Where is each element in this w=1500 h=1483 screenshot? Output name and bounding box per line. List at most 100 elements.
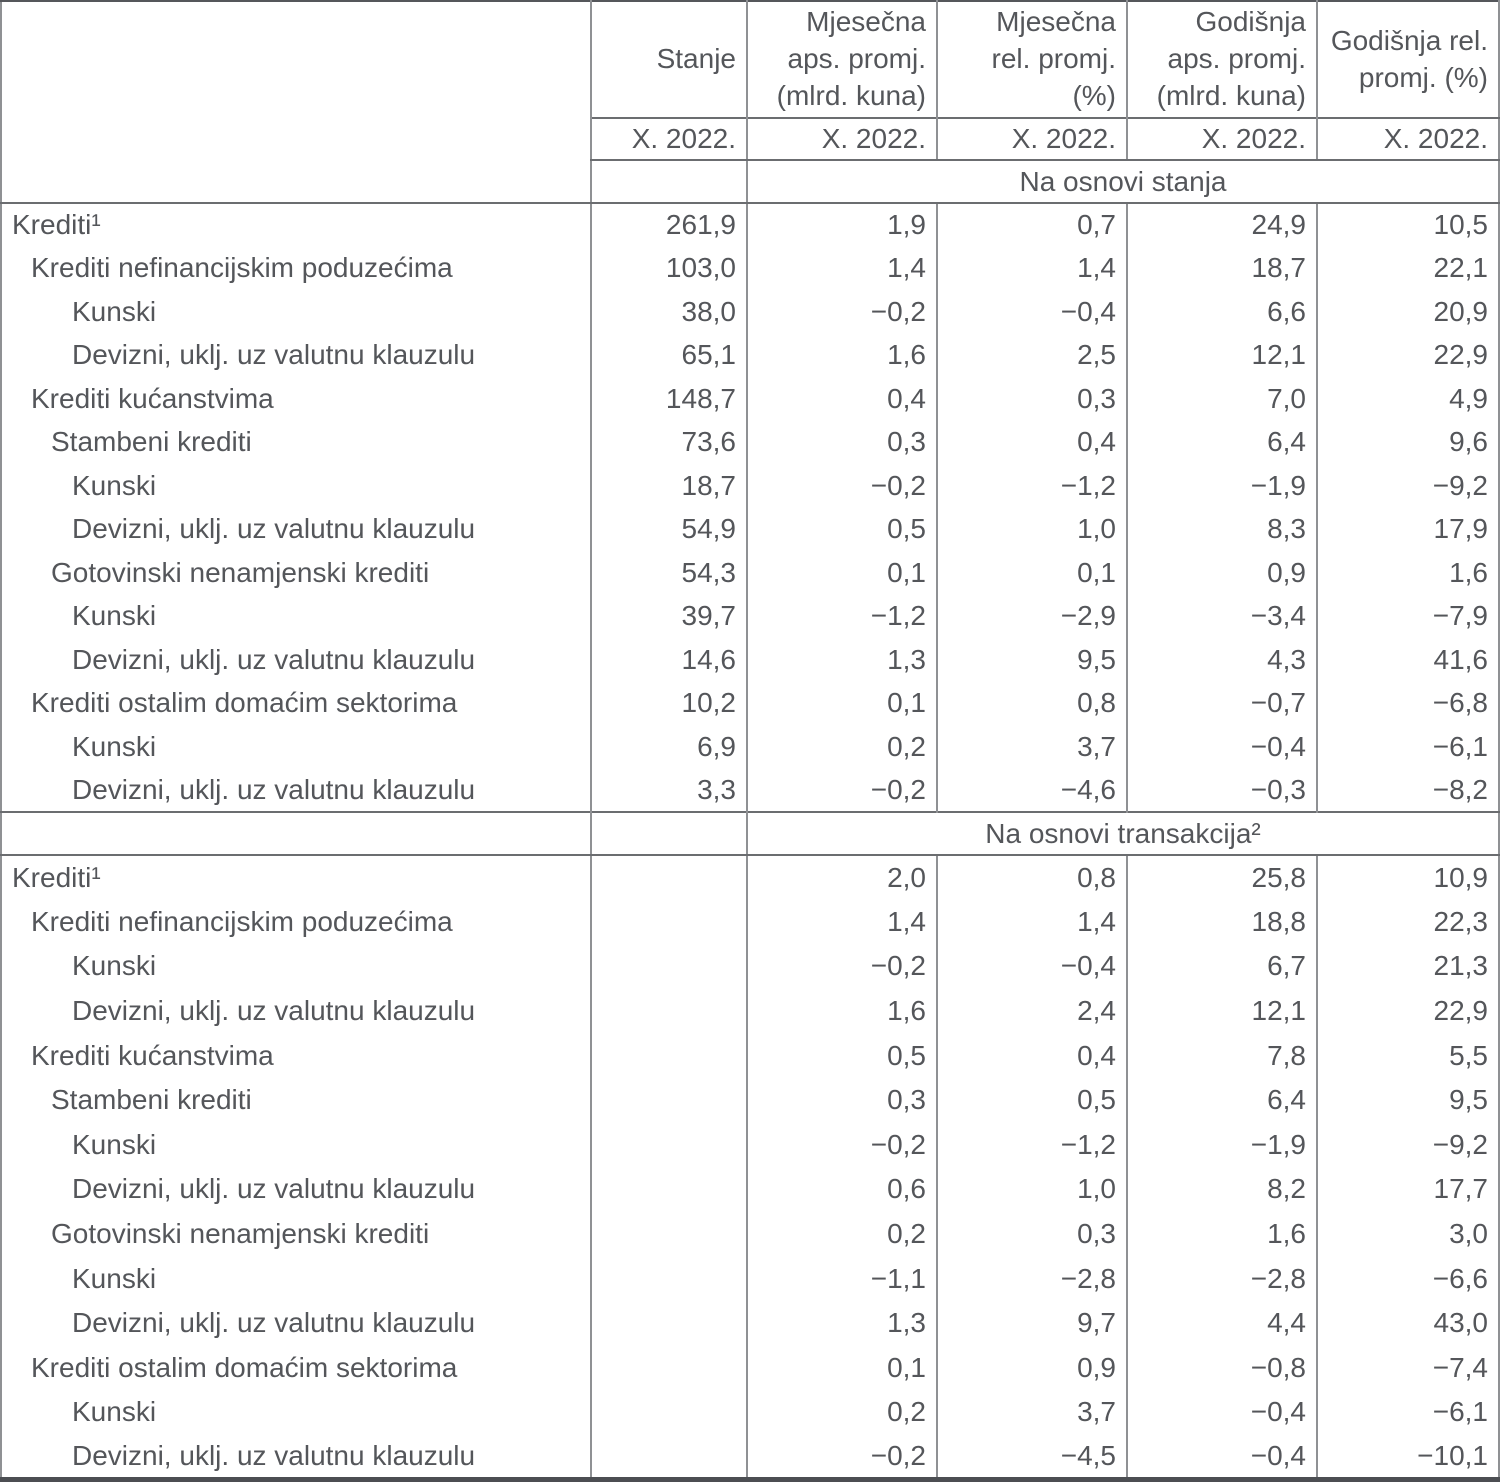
cell-value xyxy=(590,1300,747,1346)
table-row: Kunski −0,2 −0,4 6,7 21,3 xyxy=(1,944,1499,989)
section-stocks-body: Krediti¹ 261,9 1,9 0,7 24,9 10,5 Krediti nefin… xyxy=(1,203,1499,812)
cell-value: −7,9 xyxy=(1316,594,1499,638)
period-cell: X. 2022. xyxy=(936,117,1127,161)
row-label: Stambeni krediti xyxy=(51,426,252,458)
cell-value: 1,4 xyxy=(936,899,1127,945)
cell-value: 6,4 xyxy=(1126,420,1317,464)
cell-value: 18,7 xyxy=(590,464,747,508)
cell-value: 14,6 xyxy=(590,638,747,682)
cell-value: 2,0 xyxy=(746,855,937,900)
cell-value: 1,3 xyxy=(746,1300,937,1346)
cell-value: 0,2 xyxy=(746,1390,937,1435)
cell-value: 18,7 xyxy=(1126,246,1317,290)
table-row: Devizni, uklj. uz valutnu klauzulu 54,9 0,… xyxy=(1,507,1499,551)
header-row: Stanje Mjesečna aps. promj. (mlrd. kuna)… xyxy=(1,1,1499,204)
cell-value: 0,3 xyxy=(746,420,937,464)
row-label: Krediti¹ xyxy=(12,209,101,241)
cell-value: 73,6 xyxy=(590,420,747,464)
table-row: Devizni, uklj. uz valutnu klauzulu 1,6 2,4… xyxy=(1,988,1499,1034)
cell-value: 0,6 xyxy=(746,1167,937,1212)
cell-value: −1,2 xyxy=(936,464,1127,508)
table-row: Kunski 39,7 −1,2 −2,9 −3,4 −7,9 xyxy=(1,594,1499,638)
cell-value: 6,4 xyxy=(1126,1077,1317,1123)
cell-value: −3,4 xyxy=(1126,594,1317,638)
cell-value: 2,4 xyxy=(936,988,1127,1034)
table-row: Kunski 6,9 0,2 3,7 −0,4 −6,1 xyxy=(1,725,1499,769)
cell-value: −1,1 xyxy=(746,1256,937,1301)
cell-value: −0,2 xyxy=(746,944,937,989)
cell-value: 0,3 xyxy=(936,377,1127,421)
row-label: Kunski xyxy=(72,600,157,632)
empty-cell xyxy=(1,811,591,856)
cell-value xyxy=(590,855,747,900)
cell-value: −0,4 xyxy=(1126,1390,1317,1435)
cell-value: 21,3 xyxy=(1316,944,1499,989)
table-row: Kunski −1,1 −2,8 −2,8 −6,6 xyxy=(1,1256,1499,1301)
col-header-monthly-rel: Mjesečna rel. promj. (%) xyxy=(936,1,1127,118)
cell-value xyxy=(590,1256,747,1301)
cell-value: 6,7 xyxy=(1126,944,1317,989)
section-band-transactions-body: Na osnovi transakcija² xyxy=(1,811,1499,856)
row-label: Gotovinski nenamjenski krediti xyxy=(51,1218,430,1250)
period-row: X. 2022. X. 2022. X. 2022. X. 2022. X. 2… xyxy=(1,117,1499,161)
cell-value xyxy=(590,1122,747,1168)
cell-value: −0,2 xyxy=(746,1434,937,1480)
row-label: Devizni, uklj. uz valutnu klauzulu xyxy=(72,513,476,545)
period-cell: X. 2022. xyxy=(1126,117,1317,161)
table-row: Devizni, uklj. uz valutnu klauzulu 0,6 1,0… xyxy=(1,1167,1499,1212)
col-header-stanje: Stanje xyxy=(590,1,747,118)
table-row: Krediti kućanstvima 148,7 0,4 0,3 7,0 4,9 xyxy=(1,377,1499,421)
row-label: Kunski xyxy=(72,950,157,982)
row-label: Devizni, uklj. uz valutnu klauzulu xyxy=(72,1173,476,1205)
table-row: Gotovinski nenamjenski krediti 0,2 0,3 1,6 3… xyxy=(1,1211,1499,1257)
cell-value xyxy=(590,899,747,945)
table-row: Devizni, uklj. uz valutnu klauzulu 3,3 −0,… xyxy=(1,768,1499,812)
col-header-annual-rel: Godišnja rel. promj. (%) xyxy=(1316,1,1499,118)
cell-value: 3,7 xyxy=(936,725,1127,769)
cell-value: 0,7 xyxy=(936,203,1127,247)
table-row: Kunski 38,0 −0,2 −0,4 6,6 20,9 xyxy=(1,290,1499,334)
row-label: Stambeni krediti xyxy=(51,1084,252,1116)
cell-value: 0,5 xyxy=(746,1033,937,1078)
cell-value: 0,1 xyxy=(746,1345,937,1391)
cell-value: 1,4 xyxy=(936,246,1127,290)
row-label: Kunski xyxy=(72,1128,157,1160)
cell-value: −0,2 xyxy=(746,1122,937,1168)
cell-value: 1,6 xyxy=(746,988,937,1034)
cell-value: 1,3 xyxy=(746,638,937,682)
cell-value xyxy=(590,1167,747,1212)
cell-value: 22,3 xyxy=(1316,899,1499,945)
cell-value: −6,8 xyxy=(1316,681,1499,725)
cell-value xyxy=(590,1077,747,1123)
cell-value: −0,2 xyxy=(746,768,937,812)
cell-value: 0,1 xyxy=(936,551,1127,595)
section-title-transactions: Na osnovi transakcija² xyxy=(746,811,1499,856)
period-cell: X. 2022. xyxy=(1316,117,1499,161)
row-label: Devizni, uklj. uz valutnu klauzulu xyxy=(72,995,476,1027)
table-row: Krediti kućanstvima 0,5 0,4 7,8 5,5 xyxy=(1,1033,1499,1078)
empty-cell xyxy=(590,160,747,204)
cell-value: 4,3 xyxy=(1126,638,1317,682)
row-label: Kunski xyxy=(72,295,157,327)
table-row: Stambeni krediti 73,6 0,3 0,4 6,4 9,6 xyxy=(1,420,1499,464)
cell-value: 1,0 xyxy=(936,507,1127,551)
cell-value xyxy=(590,1211,747,1257)
cell-value: −1,2 xyxy=(936,1122,1127,1168)
cell-value xyxy=(590,944,747,989)
cell-value: 8,2 xyxy=(1126,1167,1317,1212)
table-row: Krediti ostalim domaćim sektorima 0,1 0,9−… xyxy=(1,1345,1499,1391)
cell-value: 4,9 xyxy=(1316,377,1499,421)
cell-value: 3,0 xyxy=(1316,1211,1499,1257)
cell-value: 9,6 xyxy=(1316,420,1499,464)
cell-value: 0,2 xyxy=(746,1211,937,1257)
cell-value: 22,9 xyxy=(1316,333,1499,377)
row-label: Krediti kućanstvima xyxy=(31,1039,274,1071)
cell-value: 10,5 xyxy=(1316,203,1499,247)
cell-value: 0,8 xyxy=(936,681,1127,725)
cell-value: 8,3 xyxy=(1126,507,1317,551)
cell-value: 0,4 xyxy=(746,377,937,421)
cell-value: −6,6 xyxy=(1316,1256,1499,1301)
cell-value: −0,2 xyxy=(746,290,937,334)
cell-value: 1,6 xyxy=(1126,1211,1317,1257)
